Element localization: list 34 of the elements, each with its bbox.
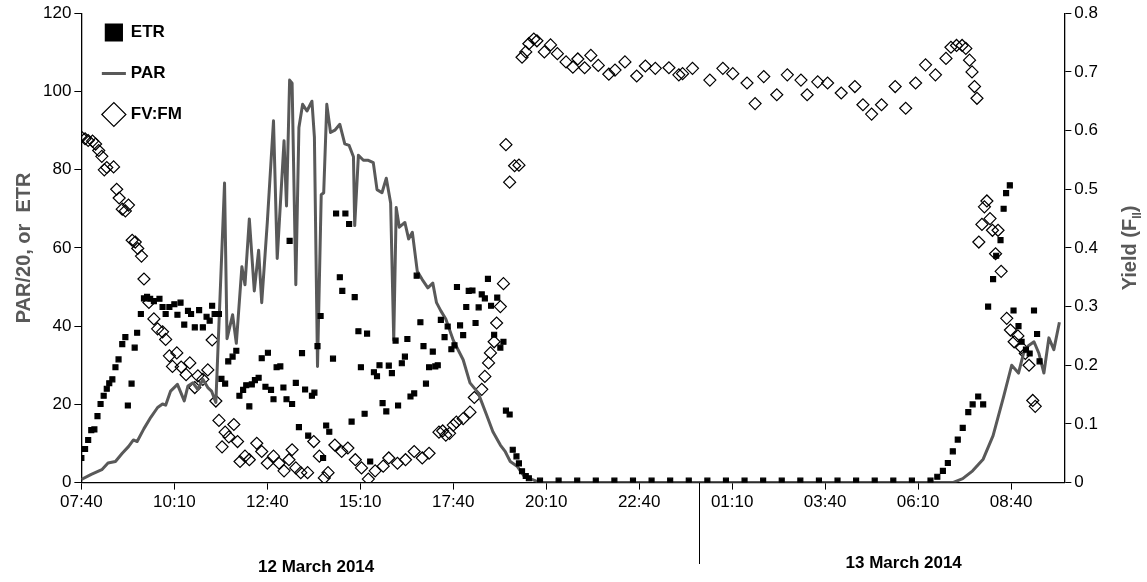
y2-tick-label: 0.2 — [1074, 354, 1099, 374]
y-axis-title: PAR/20, or ETR — [11, 171, 34, 324]
y2-tick-label: 0 — [1074, 472, 1084, 492]
x-tick-label: 22:40 — [617, 492, 661, 512]
y-tick-label: 80 — [52, 159, 72, 179]
x-tick-label: 20:10 — [524, 492, 568, 512]
x-tick-label: 06:10 — [896, 492, 940, 512]
x-tick-label: 07:40 — [60, 492, 103, 512]
y2-tick-label: 0.6 — [1074, 120, 1099, 140]
x-tick-label: 01:10 — [710, 492, 754, 512]
y-tick-label: 40 — [52, 315, 72, 335]
x-tick-label: 12:40 — [246, 492, 289, 512]
legend-label: ETR — [130, 22, 165, 42]
x-tick-label: 03:40 — [803, 492, 847, 512]
y-tick-label: 0 — [61, 472, 72, 492]
y2-axis-title: Yield (FII) — [1118, 205, 1144, 291]
y2-tick-label: 0.5 — [1074, 178, 1099, 198]
y-tick-label: 120 — [42, 2, 72, 22]
y-tick-label: 100 — [42, 81, 72, 101]
x-tick-label: 15:10 — [339, 492, 382, 512]
text: 12 March 2014 — [258, 557, 375, 576]
x-tick-label: 17:40 — [431, 492, 475, 512]
y2-tick-label: 0.3 — [1074, 296, 1099, 316]
x-tick-label: 08:40 — [989, 492, 1033, 512]
y-tick-label: 60 — [52, 237, 72, 257]
legend-label: PAR — [130, 63, 166, 83]
legend-label: FV:FM — [130, 104, 182, 124]
y2-tick-label: 0.7 — [1074, 61, 1099, 81]
y2-tick-label: 0.4 — [1074, 237, 1099, 257]
y2-tick-label: 0.8 — [1074, 2, 1099, 22]
y2-tick-label: 0.1 — [1074, 413, 1099, 433]
text: 13 March 2014 — [845, 553, 963, 572]
y-tick-label: 20 — [52, 394, 72, 414]
x-tick-label: 10:10 — [153, 492, 196, 512]
